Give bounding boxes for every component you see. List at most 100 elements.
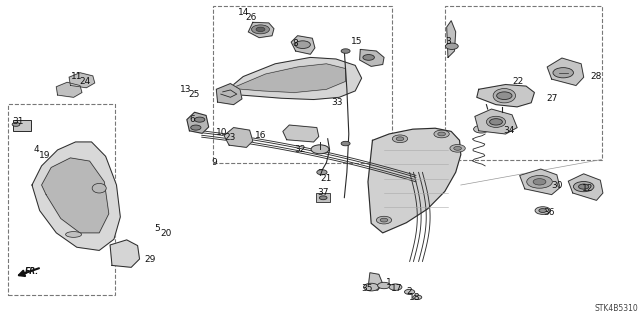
- Text: 13: 13: [180, 85, 191, 94]
- Bar: [8, 104, 115, 295]
- Text: 34: 34: [503, 126, 515, 135]
- Polygon shape: [110, 240, 140, 267]
- Circle shape: [396, 137, 404, 141]
- Text: FR.: FR.: [25, 267, 39, 276]
- Circle shape: [573, 182, 594, 192]
- Polygon shape: [368, 273, 383, 290]
- Text: 21: 21: [321, 174, 332, 183]
- Circle shape: [454, 146, 461, 150]
- Text: 35: 35: [361, 284, 372, 293]
- Polygon shape: [477, 85, 534, 107]
- Ellipse shape: [92, 183, 106, 193]
- Circle shape: [376, 216, 392, 224]
- Circle shape: [553, 68, 573, 78]
- Ellipse shape: [66, 232, 82, 237]
- Text: STK4B5310: STK4B5310: [595, 304, 639, 313]
- Text: 36: 36: [543, 208, 555, 217]
- Polygon shape: [520, 169, 560, 195]
- Circle shape: [533, 179, 546, 185]
- Polygon shape: [568, 174, 603, 200]
- Circle shape: [378, 282, 390, 289]
- Circle shape: [364, 283, 379, 291]
- Polygon shape: [224, 128, 253, 147]
- Circle shape: [434, 130, 449, 138]
- Text: 28: 28: [591, 72, 602, 81]
- Bar: [13, 120, 31, 131]
- Circle shape: [497, 92, 512, 100]
- Text: 16: 16: [255, 131, 267, 140]
- Polygon shape: [236, 64, 346, 93]
- Circle shape: [445, 43, 458, 49]
- Text: 25: 25: [188, 90, 200, 99]
- Circle shape: [195, 117, 205, 122]
- Circle shape: [535, 207, 550, 214]
- Circle shape: [256, 27, 265, 32]
- Polygon shape: [360, 49, 384, 66]
- Polygon shape: [291, 36, 315, 54]
- Text: 19: 19: [39, 151, 51, 160]
- Text: 10: 10: [216, 128, 228, 137]
- Text: 27: 27: [546, 94, 557, 103]
- Polygon shape: [248, 22, 274, 38]
- Text: 20: 20: [161, 229, 172, 238]
- Ellipse shape: [493, 89, 516, 103]
- Circle shape: [295, 41, 310, 48]
- Text: 12: 12: [582, 184, 593, 193]
- Text: 9: 9: [212, 158, 217, 167]
- Bar: [445, 6, 602, 160]
- Circle shape: [474, 125, 489, 133]
- Text: 1: 1: [386, 278, 391, 287]
- Text: 15: 15: [351, 37, 362, 46]
- Circle shape: [191, 125, 201, 130]
- Circle shape: [404, 289, 415, 294]
- Circle shape: [341, 49, 350, 53]
- Text: 14: 14: [237, 8, 249, 17]
- Text: 29: 29: [145, 255, 156, 263]
- Polygon shape: [187, 112, 209, 133]
- Text: 11: 11: [71, 72, 83, 81]
- Circle shape: [438, 132, 445, 136]
- Circle shape: [490, 119, 502, 125]
- Bar: [316, 193, 330, 202]
- Polygon shape: [42, 158, 109, 233]
- Polygon shape: [283, 125, 319, 142]
- Circle shape: [363, 55, 374, 60]
- Circle shape: [317, 170, 327, 175]
- Text: 2: 2: [407, 287, 412, 296]
- Circle shape: [389, 284, 402, 290]
- Circle shape: [579, 184, 589, 189]
- Ellipse shape: [486, 116, 506, 128]
- Text: 37: 37: [317, 188, 329, 197]
- Text: 30: 30: [551, 181, 563, 189]
- Text: 24: 24: [79, 78, 91, 86]
- Circle shape: [319, 196, 327, 200]
- Circle shape: [450, 145, 465, 152]
- Polygon shape: [216, 84, 242, 105]
- Circle shape: [380, 218, 388, 222]
- Text: 6: 6: [189, 115, 195, 124]
- Text: 23: 23: [225, 133, 236, 142]
- Circle shape: [341, 141, 350, 146]
- Circle shape: [311, 145, 329, 154]
- Polygon shape: [218, 57, 362, 100]
- Text: 8: 8: [293, 39, 298, 48]
- Polygon shape: [32, 142, 120, 250]
- Circle shape: [12, 122, 20, 126]
- Polygon shape: [547, 58, 584, 85]
- Polygon shape: [475, 109, 517, 134]
- Text: 31: 31: [12, 117, 24, 126]
- Text: 17: 17: [391, 284, 403, 293]
- Polygon shape: [56, 82, 82, 97]
- Text: 7: 7: [317, 169, 323, 178]
- Polygon shape: [368, 128, 461, 233]
- Text: 26: 26: [246, 13, 257, 22]
- Circle shape: [392, 135, 408, 143]
- Bar: [213, 6, 392, 163]
- Text: 22: 22: [513, 77, 524, 86]
- Text: 5: 5: [154, 224, 159, 233]
- Circle shape: [539, 209, 547, 212]
- Circle shape: [413, 295, 422, 300]
- Text: 33: 33: [332, 98, 343, 107]
- Polygon shape: [447, 21, 456, 57]
- Text: 3: 3: [445, 37, 451, 46]
